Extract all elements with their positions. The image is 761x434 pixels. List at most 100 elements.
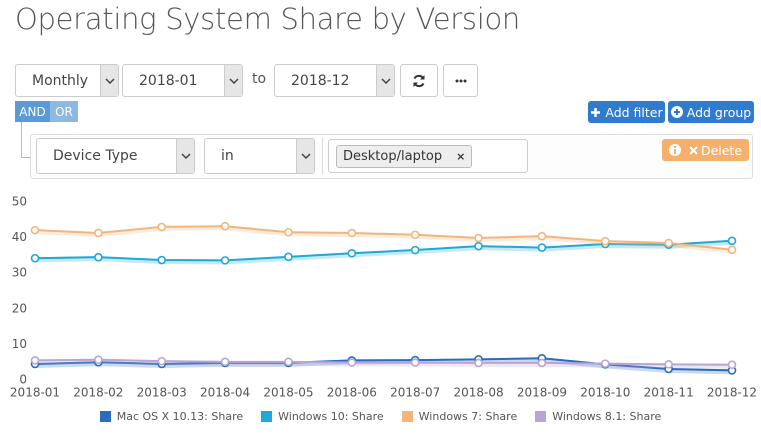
x-tick-label: 2018-04 [200, 386, 250, 400]
legend-swatch [535, 411, 547, 422]
data-point [220, 357, 230, 367]
x-tick-label: 2018-08 [453, 386, 503, 400]
more-icon [455, 79, 466, 82]
data-point [30, 356, 40, 365]
value-tag: Desktop/laptop × [336, 145, 473, 168]
x-tick-label: 2018-06 [327, 386, 377, 400]
operator-select[interactable]: in [204, 138, 315, 174]
period-select[interactable]: Monthly [15, 64, 119, 97]
to-label: to [252, 71, 267, 87]
data-point [220, 256, 230, 265]
x-tick-label: 2018-07 [390, 386, 440, 400]
field-value: Device Type [53, 148, 138, 164]
data-point [474, 241, 483, 251]
data-point [727, 245, 737, 255]
x-tick-label: 2018-05 [263, 386, 313, 400]
period-value: Monthly [32, 72, 89, 89]
data-point [347, 248, 357, 258]
data-point [30, 225, 40, 235]
data-point [474, 233, 483, 243]
x-tick-label: 2018-10 [580, 386, 630, 400]
x-tick-label: 2018-02 [73, 386, 123, 400]
data-point [30, 253, 40, 263]
plus-circle-icon [670, 106, 683, 118]
data-point [410, 245, 420, 255]
from-value: 2018-01 [139, 72, 198, 89]
data-point [664, 360, 673, 369]
data-point [410, 230, 420, 240]
data-point [600, 359, 610, 368]
operator-value: in [221, 148, 234, 164]
data-point [94, 355, 103, 365]
data-point [94, 252, 103, 262]
to-select[interactable]: 2018-12 [274, 64, 395, 97]
field-select[interactable]: Device Type [36, 138, 195, 174]
legend-item[interactable]: Windows 7: Share [401, 410, 518, 423]
data-point [727, 360, 737, 369]
delete-button[interactable]: Delete [662, 139, 749, 161]
more-button[interactable] [443, 64, 478, 97]
data-point [284, 227, 293, 237]
legend-label: Windows 8.1: Share [552, 410, 662, 423]
legend-item[interactable]: Windows 8.1: Share [535, 410, 661, 423]
x-tick-label: 2018-11 [644, 386, 694, 400]
to-value: 2018-12 [291, 72, 350, 89]
data-point [94, 228, 103, 238]
legend-swatch [261, 411, 273, 422]
data-point [727, 236, 737, 246]
from-select[interactable]: 2018-01 [122, 64, 243, 97]
group-connector [21, 122, 31, 158]
plus-icon [591, 107, 601, 117]
data-point [600, 236, 610, 246]
x-tick-label: 2018-09 [517, 386, 567, 400]
data-point [347, 358, 357, 367]
add-filter-label: Add filter [605, 104, 663, 120]
tag-remove[interactable]: × [456, 150, 466, 163]
or-toggle[interactable]: OR [50, 101, 78, 122]
dropdown-arrow [176, 139, 194, 173]
delete-label: Delete [700, 142, 743, 158]
legend: Mac OS X 10.13: Share Windows 10: Share Wi… [0, 410, 761, 423]
legend-label: Mac OS X 10.13: Share [116, 410, 244, 423]
chart: 0 10 20 30 40 50 2018-01 2018-02 2018-03 2018-04 2… [10, 195, 757, 400]
data-point [220, 221, 230, 231]
data-point [157, 356, 167, 366]
x-tick-label: 2018-01 [10, 386, 60, 400]
data-point [664, 238, 673, 248]
x-icon [689, 145, 698, 155]
series-line [34, 239, 733, 262]
add-filter-button[interactable]: Add filter [588, 101, 665, 123]
info-icon [668, 144, 681, 156]
legend-swatch [99, 411, 111, 422]
data-point [474, 358, 483, 368]
dropdown-arrow [296, 139, 314, 173]
data-point [537, 358, 547, 368]
and-toggle[interactable]: AND [15, 101, 50, 122]
tag-label: Desktop/laptop [343, 149, 443, 164]
series-shadow [34, 358, 733, 369]
y-tick-label: 0 [19, 373, 27, 387]
series-line [34, 225, 733, 251]
data-point [284, 357, 293, 367]
legend-swatch [401, 411, 413, 422]
separator [322, 138, 323, 174]
x-tick-label: 2018-12 [707, 386, 757, 400]
y-tick-label: 20 [12, 301, 27, 315]
series-line [34, 358, 733, 366]
legend-label: Windows 7: Share [418, 410, 518, 423]
data-point [537, 231, 547, 241]
series-line [34, 357, 733, 372]
legend-item[interactable]: Windows 10: Share [261, 410, 384, 423]
data-point [157, 255, 167, 265]
refresh-button[interactable] [400, 64, 438, 97]
dropdown-arrow [100, 65, 118, 96]
series-shadow [34, 225, 733, 254]
legend-item[interactable]: Mac OS X 10.13: Share [99, 410, 244, 423]
series-shadow [34, 239, 733, 265]
data-point [410, 358, 420, 367]
data-point [537, 243, 547, 252]
page-title: Operating System Share by Version [15, 2, 520, 36]
add-group-button[interactable]: Add group [668, 101, 754, 123]
x-tick-label: 2018-03 [137, 386, 187, 400]
